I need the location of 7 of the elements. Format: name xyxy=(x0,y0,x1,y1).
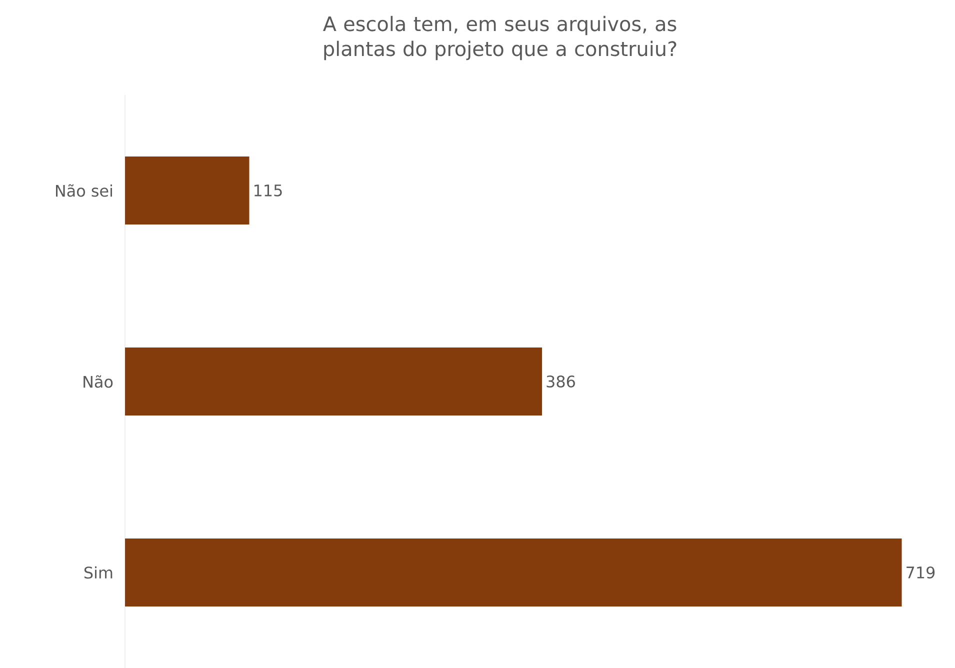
data-label: 115 xyxy=(254,184,282,196)
data-label: 386 xyxy=(546,375,575,388)
y-tick-label: Sim xyxy=(84,566,112,579)
data-label: 719 xyxy=(906,566,935,579)
chart-title: A escola tem, em seus arquivos, as plantas do projeto que a construiu? xyxy=(323,16,676,60)
y-tick-label: Não xyxy=(84,375,113,388)
y-tick-label: Não sei xyxy=(56,184,112,197)
